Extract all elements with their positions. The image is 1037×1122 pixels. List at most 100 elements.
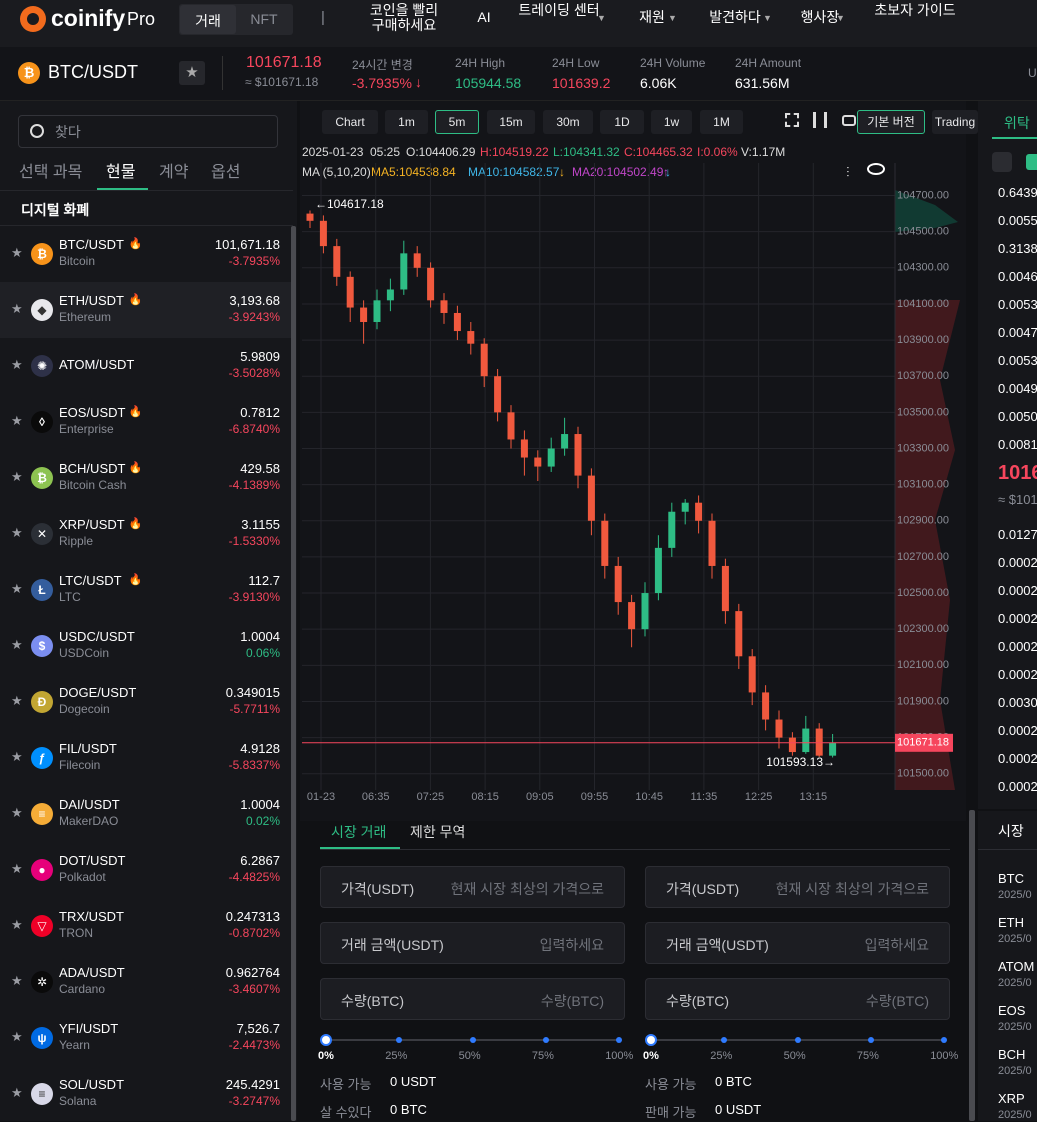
low-annotation: 101593.13→ (766, 755, 835, 769)
candle-body (373, 300, 381, 323)
nav-menu-item[interactable]: 트레이딩 센터 (518, 2, 600, 18)
news-symbol[interactable]: XRP (998, 1091, 1025, 1106)
nav-menu-item[interactable]: 행사장 (800, 9, 840, 25)
slider-dot[interactable] (645, 1034, 657, 1046)
y-tick-label: 104500.00 (897, 226, 949, 238)
slider-dot[interactable] (396, 1037, 403, 1043)
news-symbol[interactable]: ATOM (998, 959, 1035, 974)
basic-version-button[interactable]: 기본 버전 (857, 110, 925, 134)
right-tab[interactable]: 위탁 (1004, 115, 1030, 131)
search-box[interactable] (18, 115, 278, 148)
slider-dot[interactable] (542, 1037, 549, 1043)
sidebar-tab[interactable]: 옵션 (211, 164, 241, 181)
coin-row[interactable]: ★ ▽ TRX/USDT TRON 0.247313 -0.8702% (0, 898, 291, 954)
nav-menu-item[interactable]: AI (477, 9, 491, 25)
news-symbol[interactable]: BTC (998, 871, 1024, 886)
sidebar-tab[interactable]: 현물 (106, 164, 136, 181)
coin-row[interactable]: ★ ● DOT/USDT Polkadot 6.2867 -4.4825% (0, 842, 291, 898)
visibility-icon[interactable] (867, 163, 885, 175)
coin-row[interactable]: ★ Ð DOGE/USDT Dogecoin 0.349015 -5.7711% (0, 674, 291, 730)
coin-icon: ◆ (31, 299, 53, 321)
coin-pair: LTC/USDT (59, 573, 122, 588)
coin-row[interactable]: ★ ₿ BTC/USDT 🔥 Bitcoin 101,671.18 -3.7935% (0, 226, 291, 282)
order-tab[interactable]: 제한 무역 (410, 824, 466, 840)
interval-button[interactable]: 1M (700, 110, 743, 134)
star-icon: ★ (11, 245, 23, 260)
orderbook-mode-icon[interactable] (992, 152, 1012, 172)
coin-row[interactable]: ★ ≡ SOL/USDT Solana 245.4291 -3.2747% (0, 1066, 291, 1122)
coin-row[interactable]: ★ ◆ ETH/USDT 🔥 Ethereum 3,193.68 -3.9243% (0, 282, 291, 338)
nav-caret: ▼ (597, 13, 606, 23)
trading-button[interactable]: Trading (932, 110, 978, 134)
sidebar-tab[interactable]: 선택 과목 (19, 164, 83, 181)
coin-row[interactable]: ★ ψ YFI/USDT Yearn 7,526.7 -2.4473% (0, 1010, 291, 1066)
nav-menu-item[interactable]: 초보자 가이드 (874, 2, 956, 18)
slider-dot[interactable] (616, 1037, 623, 1043)
camera-icon[interactable] (842, 115, 856, 126)
news-symbol[interactable]: ETH (998, 915, 1024, 930)
indicator-settings-icon[interactable]: ⫶ (846, 164, 850, 180)
slider-dot[interactable] (469, 1037, 476, 1043)
coin-row[interactable]: ★ ✺ ATOM/USDT 5.9809 -3.5028% (0, 338, 291, 394)
candle-icon[interactable] (813, 112, 827, 128)
interval-button[interactable]: 30m (543, 110, 593, 134)
input-field[interactable]: 가격(USDT) 현재 시장 최상의 가격으로 (645, 866, 950, 908)
news-symbol[interactable]: EOS (998, 1003, 1026, 1018)
nav-menu-item[interactable]: 재원 (639, 9, 665, 25)
coin-row[interactable]: ★ ≡ DAI/USDT MakerDAO 1.0004 0.02% (0, 786, 291, 842)
input-field[interactable]: 거래 금액(USDT) 입력하세요 (645, 922, 950, 964)
input-field[interactable]: 수량(BTC) 수량(BTC) (320, 978, 625, 1020)
input-field[interactable]: 거래 금액(USDT) 입력하세요 (320, 922, 625, 964)
order-tab[interactable]: 시장 거래 (331, 824, 387, 840)
coin-change: -3.9243% (228, 310, 280, 324)
logo[interactable]: coinify (51, 5, 126, 31)
coin-row[interactable]: ★ ✲ ADA/USDT Cardano 0.962764 -3.4607% (0, 954, 291, 1010)
slider-label: 25% (385, 1050, 408, 1062)
x-tick-label: 08:15 (471, 791, 499, 803)
interval-button[interactable]: 5m (435, 110, 479, 134)
nav-tab[interactable]: NFT (250, 11, 278, 27)
nav-tab-active (180, 5, 236, 34)
slider-dot[interactable] (941, 1037, 948, 1043)
coin-price: 6.2867 (240, 853, 280, 868)
stat-value: 631.56M (735, 75, 790, 91)
candle-body (775, 719, 783, 738)
coin-row[interactable]: ★ ₿ BCH/USDT 🔥 Bitcoin Cash 429.58 -4.1389% (0, 450, 291, 506)
fullscreen-icon[interactable] (785, 113, 799, 127)
available-label: 사용 가능 (645, 1077, 697, 1092)
interval-button[interactable]: Chart (322, 110, 378, 134)
coin-row[interactable]: ★ ◊ EOS/USDT 🔥 Enterprise 0.7812 -6.8740% (0, 394, 291, 450)
star-icon: ★ (11, 637, 23, 652)
slider-dot[interactable] (721, 1037, 728, 1043)
favorite-button[interactable]: ★ (179, 61, 205, 85)
nav-tab[interactable]: 거래 (195, 13, 221, 29)
sidebar-scrollbar[interactable] (291, 226, 296, 1121)
slider-dot[interactable] (867, 1037, 874, 1043)
coin-row[interactable]: ★ $ USDC/USDT USDCoin 1.0004 0.06% (0, 618, 291, 674)
top-nav (0, 0, 1037, 47)
ask-amount: 0.0049 (998, 381, 1037, 396)
interval-button[interactable]: 15m (487, 110, 535, 134)
input-field[interactable]: 가격(USDT) 현재 시장 최상의 가격으로 (320, 866, 625, 908)
interval-button[interactable]: 1m (385, 110, 428, 134)
sidebar-tab[interactable]: 계약 (159, 164, 189, 181)
candle-body (815, 728, 823, 756)
nav-menu-item[interactable]: 코인을 빨리 구매하세요 (369, 2, 439, 33)
ohlc-time: 05:25 (370, 145, 401, 159)
coin-row[interactable]: ★ ƒ FIL/USDT Filecoin 4.9128 -5.8337% (0, 730, 291, 786)
coin-row[interactable]: ★ ✕ XRP/USDT 🔥 Ripple 3.1155 -1.5330% (0, 506, 291, 562)
search-icon (30, 124, 44, 138)
slider-dot[interactable] (794, 1037, 801, 1043)
right-scrollbar[interactable] (969, 810, 975, 1121)
interval-button[interactable]: 1D (600, 110, 644, 134)
nav-menu-item[interactable]: 발견하다 (709, 9, 761, 25)
coin-row[interactable]: ★ Ł LTC/USDT 🔥 LTC 112.7 -3.9130% (0, 562, 291, 618)
slider-dot[interactable] (320, 1034, 332, 1046)
order-tab-underline (320, 847, 400, 849)
orderbook-mode-icon-2[interactable] (1026, 154, 1037, 170)
interval-button[interactable]: 1w (651, 110, 692, 134)
news-symbol[interactable]: BCH (998, 1047, 1026, 1062)
available-label: 사용 가능 (320, 1077, 372, 1092)
input-field[interactable]: 수량(BTC) 수량(BTC) (645, 978, 950, 1020)
candle-body (735, 611, 743, 657)
